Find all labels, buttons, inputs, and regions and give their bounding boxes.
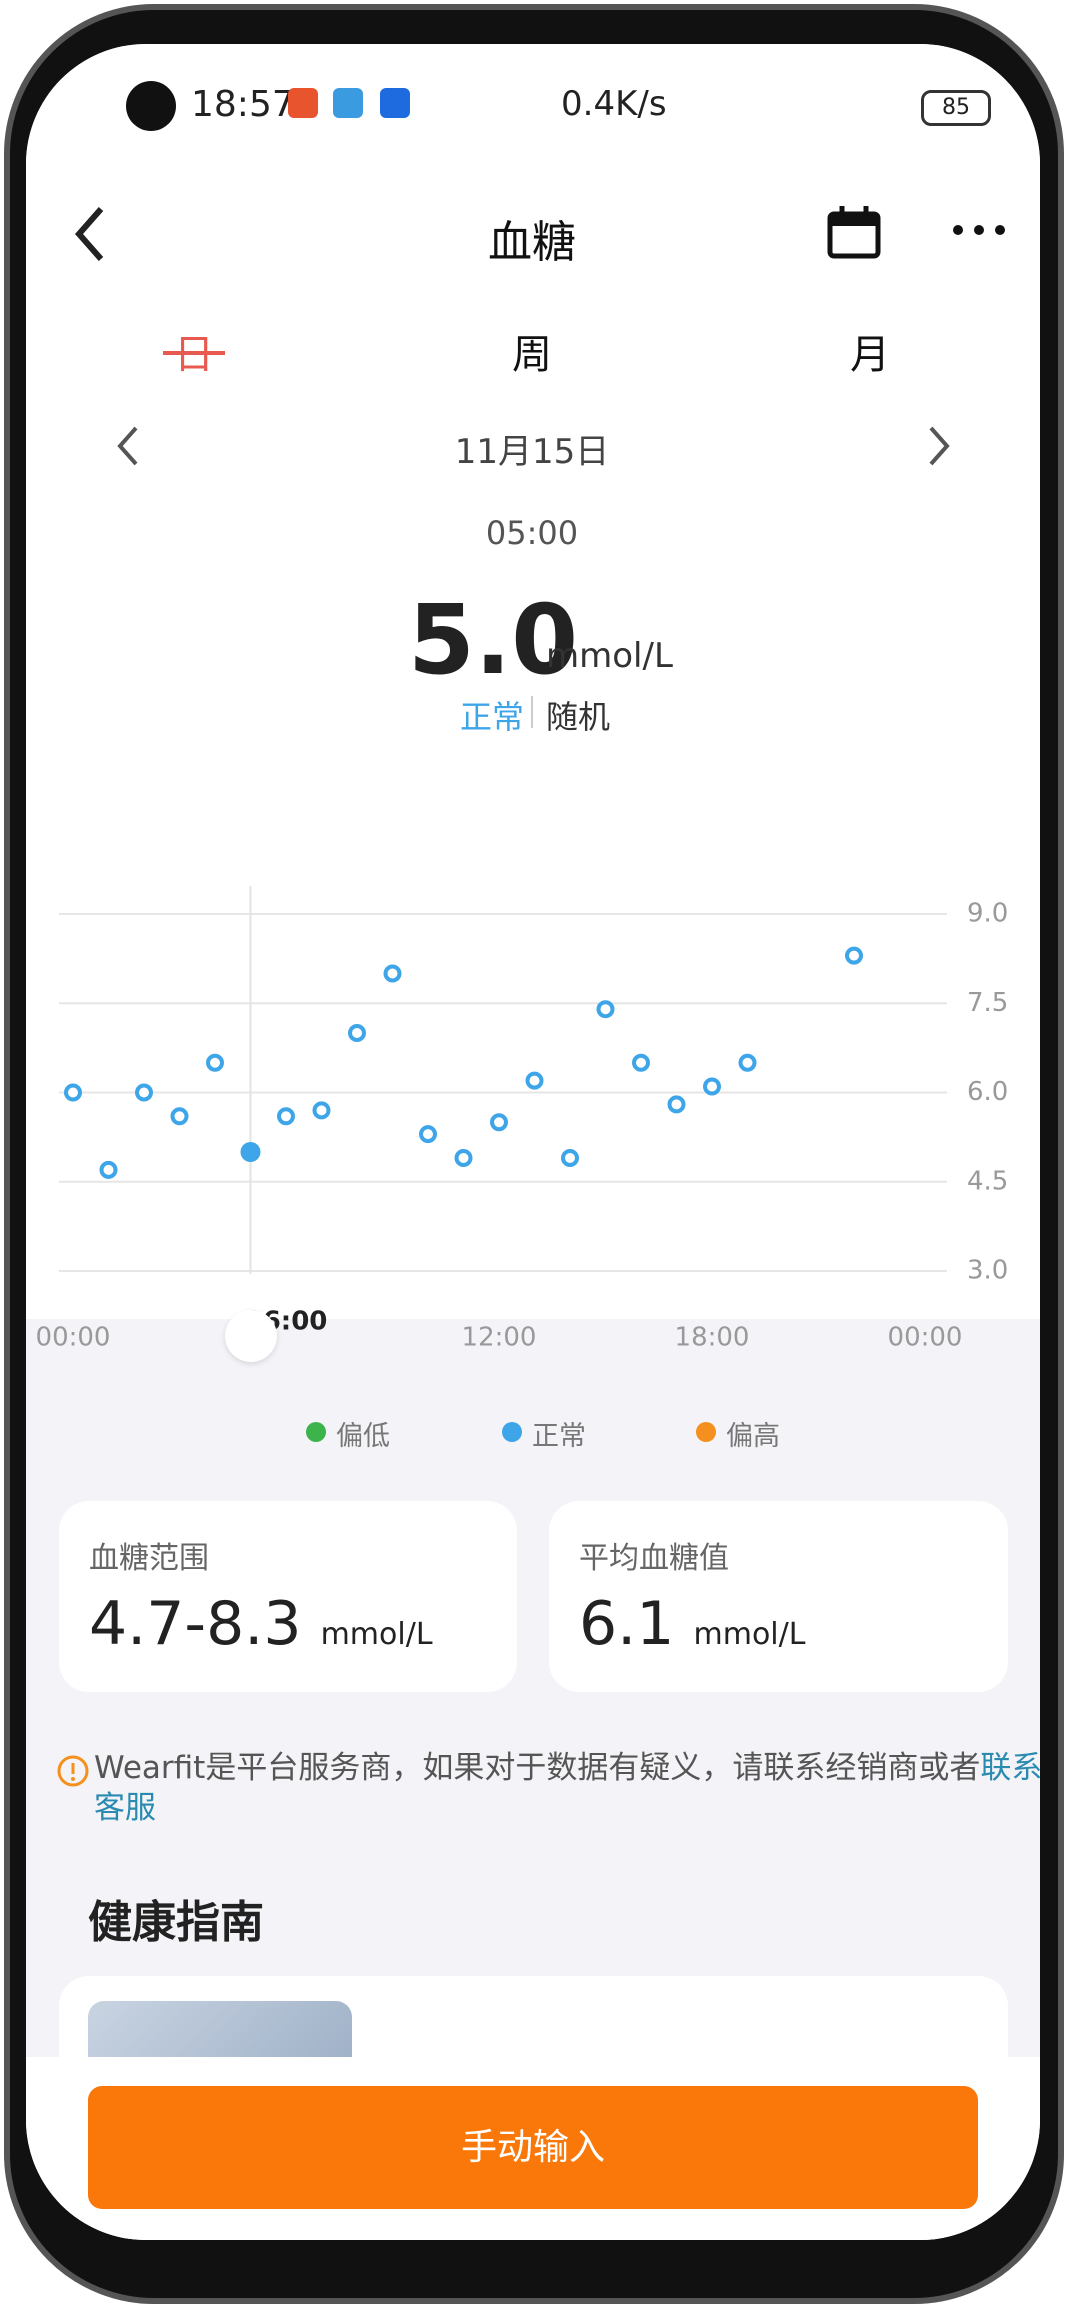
next-date[interactable] [923, 424, 953, 468]
data-point [135, 1083, 153, 1102]
data-point [64, 1083, 82, 1102]
legend-dot [306, 1422, 326, 1442]
notice-link[interactable]: 联系客服 [94, 1750, 1040, 1826]
stat-card: 血糖范围 4.7-8.3 mmol/L [59, 1501, 517, 1692]
data-point [596, 1000, 615, 1019]
app-icon [288, 88, 318, 118]
prev-date[interactable] [114, 424, 144, 468]
more-button[interactable] [952, 220, 1006, 240]
x-tick-label: 00:00 [888, 1323, 963, 1353]
stat-number: 4.7-8.3 [89, 1589, 302, 1659]
tab[interactable]: 周 [512, 332, 552, 378]
data-point [277, 1107, 295, 1126]
data-point [206, 1053, 224, 1072]
stat-unit: mmol/L [693, 1617, 806, 1652]
legend-dot [696, 1422, 716, 1442]
y-tick-label: 6.0 [967, 1077, 1008, 1107]
legend-dot [502, 1422, 522, 1442]
legend-label: 偏高 [726, 1421, 780, 1452]
data-point [454, 1148, 473, 1167]
app-icon [333, 88, 363, 118]
data-point [703, 1077, 721, 1096]
data-point [312, 1101, 331, 1120]
manual-input-button[interactable]: 手动输入 [88, 2086, 978, 2209]
data-point [99, 1160, 118, 1179]
status-time: 18:57 [191, 84, 295, 125]
stat-label: 平均血糖值 [579, 1541, 729, 1576]
battery: 85 [921, 90, 991, 126]
calendar-button[interactable] [826, 204, 882, 260]
data-point [348, 1024, 366, 1042]
tab-underline [163, 351, 225, 355]
stat-unit: mmol/L [320, 1617, 433, 1652]
tab[interactable]: 月 [850, 332, 890, 378]
data-point [561, 1148, 579, 1167]
y-tick-label: 3.0 [967, 1256, 1008, 1286]
reading-unit: mmol/L [546, 636, 673, 676]
stat-value: 4.7-8.3 mmol/L [89, 1589, 433, 1659]
date: 11月15日 [454, 432, 610, 472]
divider [531, 696, 533, 728]
stat-number: 6.1 [579, 1589, 675, 1659]
data-point [419, 1125, 437, 1144]
stat-label: 血糖范围 [89, 1541, 209, 1576]
y-tick-label: 9.0 [967, 899, 1008, 929]
warning-icon [57, 1755, 89, 1787]
notice: Wearfit是平台服务商，如果对于数据有疑义，请联系经销商或者联系客服 [94, 1748, 1040, 1828]
stat-card: 平均血糖值 6.1 mmol/L [549, 1501, 1008, 1692]
tab[interactable]: 日 [174, 332, 214, 378]
network-speed: 0.4K/s [561, 84, 667, 124]
notice-text: Wearfit是平台服务商，如果对于数据有疑义，请联系经销商或者 [94, 1750, 981, 1786]
data-point [632, 1053, 650, 1072]
data-point [383, 964, 402, 983]
data-point [738, 1053, 757, 1072]
y-tick-label: 7.5 [967, 988, 1008, 1018]
data-point [170, 1107, 189, 1126]
data-point [525, 1071, 544, 1090]
slider-knob[interactable] [224, 1310, 277, 1362]
page-title: 血糖 [488, 217, 576, 268]
x-tick-label: 12:00 [462, 1323, 537, 1353]
stat-value: 6.1 mmol/L [579, 1589, 805, 1659]
screen: 18:57 0.4K/s 85 血糖 日 周 月 11月15日 05:00 5.… [26, 44, 1040, 2240]
data-point [240, 1142, 261, 1162]
data-point [667, 1095, 686, 1114]
camera [126, 81, 176, 131]
legend-label: 偏低 [336, 1421, 390, 1452]
y-tick-label: 4.5 [967, 1166, 1008, 1196]
data-point [490, 1113, 508, 1132]
legend-label: 正常 [532, 1421, 586, 1452]
reading-status: 正常 [460, 698, 525, 736]
app-icon [380, 88, 410, 118]
reading-value: 5.0 [408, 584, 579, 696]
reading-type: 随机 [546, 698, 611, 736]
reading-time: 05:00 [485, 514, 579, 552]
guide-title: 健康指南 [88, 1897, 264, 1948]
x-tick-label: 18:00 [675, 1323, 750, 1353]
x-tick-label: 00:00 [36, 1323, 111, 1353]
back-button[interactable] [71, 204, 111, 264]
data-point [845, 946, 863, 965]
